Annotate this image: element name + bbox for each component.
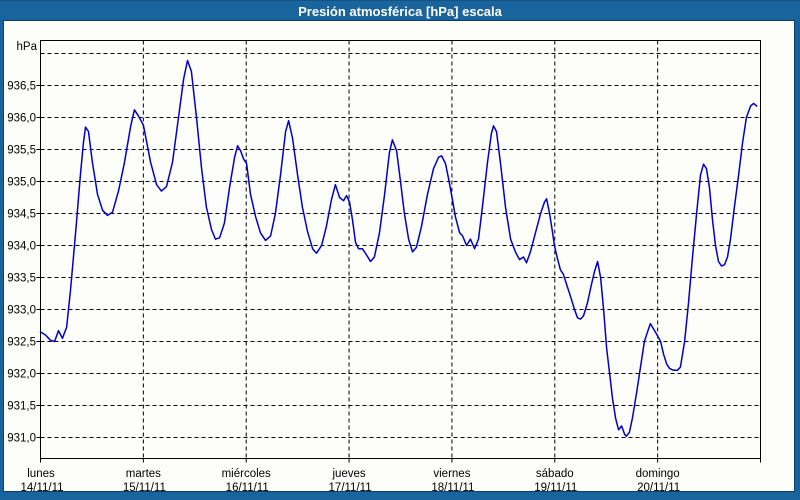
x-day-label: sábado: [536, 468, 574, 480]
pressure-line: [39, 59, 758, 437]
y-tick-label: 934,5: [7, 209, 36, 221]
y-axis-unit-label: hPa: [17, 41, 38, 53]
x-date-label: 18/11/11: [431, 482, 474, 494]
chart-title: Presión atmosférica [hPa] escala: [298, 3, 502, 19]
x-date-label: 16/11/11: [226, 482, 269, 494]
y-tick-label: 932,5: [7, 337, 36, 349]
x-day-label: martes: [126, 468, 161, 480]
y-tick-label: 936,0: [7, 113, 36, 125]
y-tick-label: 932,0: [7, 369, 36, 381]
x-date-label: 17/11/11: [329, 482, 372, 494]
x-date-label: 14/11/11: [20, 482, 63, 494]
x-day-label: lunes: [27, 468, 55, 480]
y-tick-label: 935,0: [7, 177, 36, 189]
y-tick-label: 933,5: [7, 273, 36, 285]
x-day-label: viernes: [433, 468, 470, 480]
x-day-label: jueves: [331, 468, 365, 480]
y-tick-label: 935,5: [7, 145, 36, 157]
x-day-label: miércoles: [222, 468, 271, 480]
x-day-label: domingo: [636, 468, 680, 480]
chart-panel: [3, 20, 795, 492]
y-tick-label: 931,5: [7, 401, 36, 413]
x-date-label: 19/11/11: [534, 482, 577, 494]
x-date-label: 20/11/11: [637, 482, 680, 494]
x-date-label: 15/11/11: [123, 482, 166, 494]
y-tick-label: 931,0: [7, 433, 36, 445]
y-tick-label: 934,0: [7, 241, 36, 253]
title-bar: Presión atmosférica [hPa] escala: [0, 0, 800, 21]
plot-border: [40, 40, 761, 459]
y-tick-label: 936,5: [7, 81, 36, 93]
y-tick-label: 933,0: [7, 305, 36, 317]
